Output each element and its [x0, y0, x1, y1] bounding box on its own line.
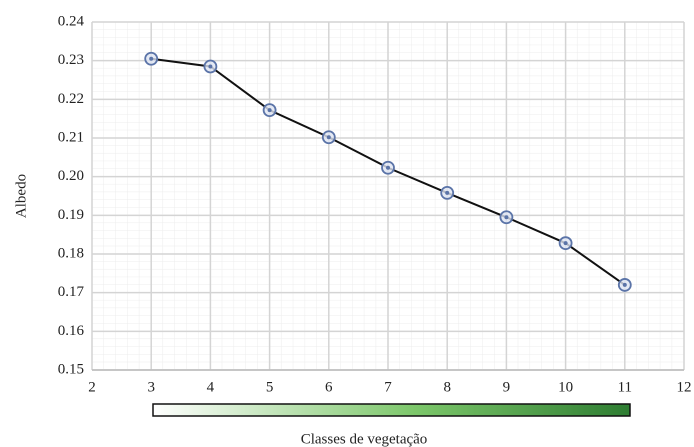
x-tick-label: 2: [88, 379, 96, 395]
x-tick-label: 10: [558, 379, 573, 395]
x-tick-label: 12: [677, 379, 692, 395]
data-point-center: [445, 190, 450, 195]
data-point-center: [386, 165, 390, 170]
vegetation-gradient-bar: [152, 403, 631, 417]
x-axis-label: Classes de vegetação: [301, 431, 428, 447]
y-tick-label: 0.17: [58, 284, 85, 300]
x-tick-label: 4: [207, 379, 215, 395]
x-tick-label: 7: [384, 379, 392, 395]
y-tick-label: 0.16: [58, 323, 85, 339]
y-tick-label: 0.19: [58, 207, 84, 223]
y-tick-label: 0.22: [58, 91, 84, 107]
data-point-center: [326, 135, 331, 140]
data-point-center: [504, 215, 509, 220]
y-tick-label: 0.18: [58, 245, 84, 261]
y-tick-label: 0.23: [58, 52, 84, 68]
y-tick-label: 0.20: [58, 168, 84, 184]
y-tick-label: 0.21: [58, 129, 84, 145]
data-point-center: [267, 108, 272, 113]
data-point-center: [622, 282, 627, 287]
x-tick-label: 6: [325, 379, 333, 395]
x-tick-label: 5: [266, 379, 274, 395]
data-point-center: [149, 56, 154, 61]
y-axis-label: Albedo: [13, 174, 29, 218]
x-tick-label: 8: [443, 379, 451, 395]
data-point-center: [563, 241, 568, 246]
data-point-center: [208, 64, 213, 69]
x-tick-label: 11: [618, 379, 632, 395]
x-tick-label: 3: [147, 379, 155, 395]
y-tick-label: 0.24: [58, 13, 85, 29]
y-tick-label: 0.15: [58, 361, 84, 377]
x-tick-label: 9: [503, 379, 511, 395]
